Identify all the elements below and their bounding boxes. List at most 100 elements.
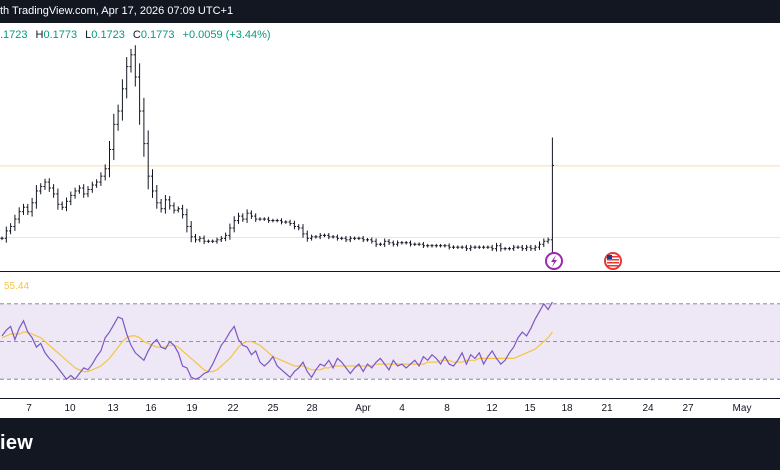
price-bar [82, 184, 86, 198]
ohlc-open: .1723 [0, 29, 28, 41]
price-bar [340, 236, 344, 241]
price-bar [224, 232, 228, 242]
us-flag-event-icon [604, 252, 622, 270]
price-bar [310, 234, 314, 241]
price-bar [73, 187, 77, 199]
price-bar [512, 244, 516, 251]
price-bar [120, 79, 124, 121]
price-bar [9, 223, 13, 235]
ohlc-legend: .1723 H0.1773 L0.1723 C0.1773 +0.0059 (+… [0, 29, 271, 41]
price-bar [64, 197, 69, 212]
price-bar [142, 97, 146, 157]
price-bar [499, 242, 503, 252]
price-bar [490, 244, 494, 251]
price-bar [258, 217, 262, 221]
price-bar [542, 238, 546, 248]
price-bar [477, 245, 481, 249]
price-bar [327, 233, 331, 240]
price-bar [404, 240, 408, 245]
price-bar [348, 236, 352, 243]
price-bar [116, 104, 120, 131]
price-bar [331, 235, 335, 239]
time-axis-tick-label: 13 [107, 403, 119, 414]
price-bar [439, 243, 443, 248]
brand-logo: iew [0, 432, 34, 454]
time-axis-tick-label: May [733, 403, 752, 414]
time-axis-tick-label: 8 [444, 403, 450, 414]
price-bar [146, 130, 150, 190]
price-bar [482, 245, 486, 249]
price-bar [155, 185, 159, 209]
price-bar [271, 218, 275, 223]
price-bar [99, 172, 103, 186]
ohlc-low: L0.1723 [85, 29, 125, 41]
price-bar [254, 213, 258, 222]
price-bar [163, 194, 167, 214]
price-bar [357, 236, 361, 241]
price-bar [516, 245, 520, 249]
price-bar [172, 202, 176, 214]
time-axis-tick-label: Apr [355, 403, 371, 414]
time-axis-tick-label: 12 [486, 403, 498, 414]
price-bar [460, 245, 464, 249]
price-bar [434, 243, 438, 248]
price-bar [39, 183, 43, 195]
price-bar [378, 242, 382, 247]
price-bar [181, 204, 185, 219]
price-bar [95, 179, 99, 188]
price-bar [473, 245, 477, 249]
price-bar [387, 238, 391, 246]
price-bar [211, 239, 215, 244]
price-bar [456, 245, 460, 249]
price-bar [430, 243, 434, 248]
price-bar [185, 208, 189, 233]
price-bar [550, 137, 554, 268]
price-bar [469, 244, 473, 251]
price-bar [107, 141, 112, 178]
price-bar [56, 188, 60, 210]
price-bar [447, 243, 451, 250]
price-bar [236, 212, 241, 224]
price-bar [374, 238, 378, 248]
rsi-value-label: 55.44 [4, 281, 29, 292]
price-bar [202, 235, 206, 245]
price-bar [426, 243, 430, 248]
price-bar [52, 184, 56, 198]
ohlc-high: H0.1773 [35, 29, 78, 41]
price-bar [383, 238, 387, 248]
price-bar [301, 224, 305, 238]
time-axis-tick-label: 10 [64, 403, 76, 414]
price-bar [421, 241, 425, 249]
price-bar [206, 239, 210, 244]
price-bar [0, 236, 4, 241]
price-bar [537, 241, 542, 251]
price-bar [21, 203, 26, 216]
price-bar [365, 238, 370, 242]
price-bar [103, 164, 107, 181]
price-bar [464, 244, 468, 251]
time-axis-tick-label: 15 [524, 403, 536, 414]
price-bar [77, 185, 81, 194]
price-bar [335, 234, 339, 241]
price-bar [322, 233, 327, 238]
price-bar [279, 218, 284, 225]
price-bar [520, 244, 524, 251]
price-bar [249, 210, 253, 219]
price-bar [69, 191, 73, 206]
price-bar [525, 244, 529, 251]
price-bar [353, 236, 357, 241]
price-bar [90, 181, 94, 193]
price-bar [30, 197, 34, 217]
price-bar [344, 236, 348, 243]
price-bar [129, 48, 133, 73]
time-axis-tick-label: 4 [399, 403, 405, 414]
price-bar [529, 244, 533, 251]
price-bar [245, 209, 249, 223]
price-bar [219, 236, 223, 243]
price-bar [400, 240, 404, 245]
price-bar [168, 195, 172, 210]
chart-header-text: th TradingView.com, Apr 17, 2026 07:09 U… [0, 5, 234, 17]
price-bar [297, 224, 301, 231]
time-axis-tick-label: 28 [306, 403, 318, 414]
